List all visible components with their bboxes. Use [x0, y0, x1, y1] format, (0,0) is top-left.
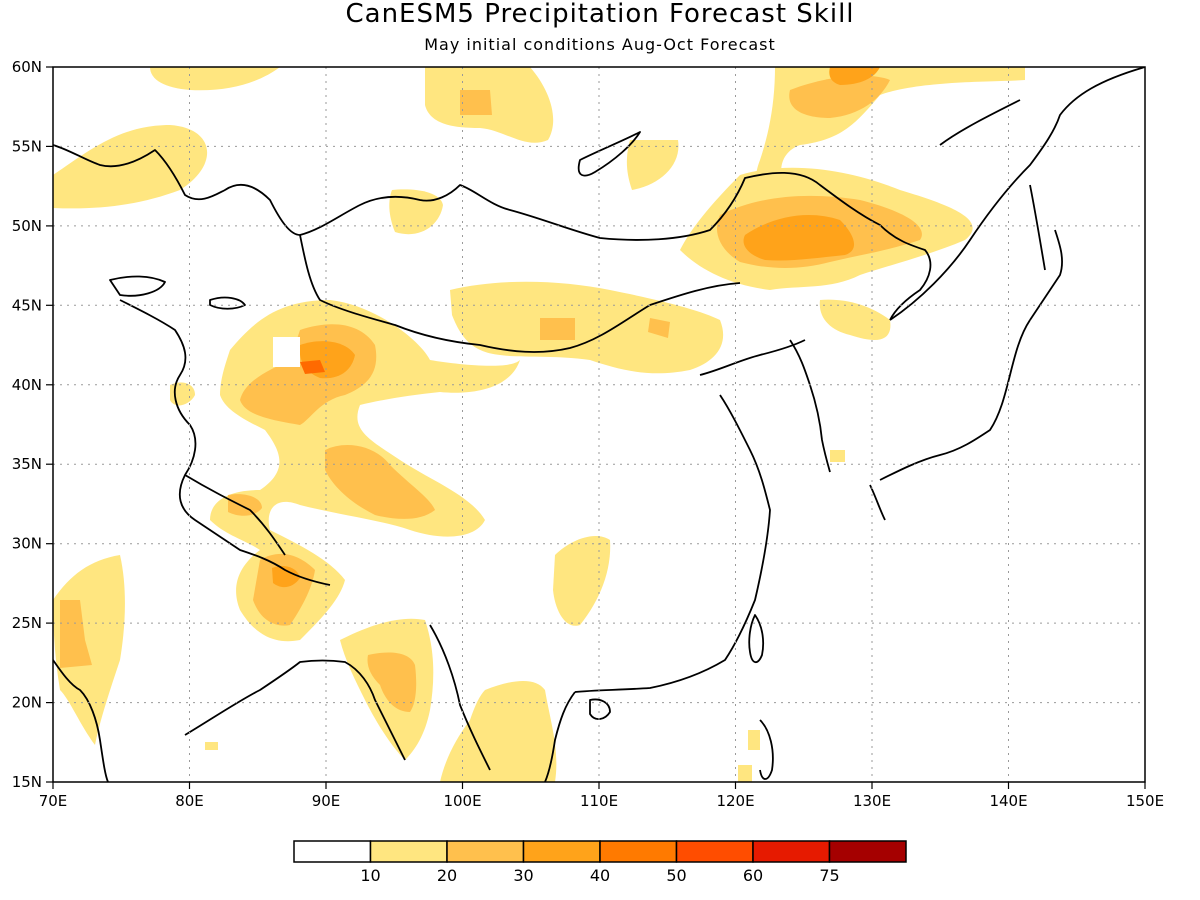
- missing-data-block: [273, 337, 300, 367]
- philippines-luzon: [759, 719, 774, 780]
- colorbar-swatch-6: [752, 840, 831, 863]
- lon-tick-label: 130E: [853, 792, 891, 810]
- myanmar-thai-border: [429, 624, 491, 771]
- caspian-aral: [109, 275, 166, 297]
- colorbar-label: 30: [513, 866, 533, 885]
- contour-manchuria-peak: [743, 215, 855, 261]
- lon-tick-label: 150E: [1126, 792, 1164, 810]
- indochina-coast: [544, 691, 576, 782]
- india-nepal-line: [184, 474, 286, 556]
- gridlines: [53, 67, 1145, 782]
- contour-north-lobe-core: [460, 90, 492, 115]
- lon-tick-label: 120E: [716, 792, 754, 810]
- japan-hokkaido: [1029, 229, 1063, 321]
- figure-subtitle: May initial conditions Aug-Oct Forecast: [424, 35, 776, 54]
- colorbar-swatch-2: [446, 840, 525, 863]
- lon-tick-label: 90E: [312, 792, 341, 810]
- contour-taiwan-east: [748, 730, 760, 750]
- kyushu: [869, 484, 886, 521]
- contour-west-siberia: [53, 125, 208, 209]
- contour-manchuria-south: [819, 299, 891, 340]
- contour-mongolia-core2: [648, 318, 670, 338]
- mongolia-china-border: [299, 234, 741, 353]
- contour-india-west-core: [60, 600, 92, 668]
- colorbar-label: 60: [743, 866, 763, 885]
- india-west-coast: [53, 659, 109, 782]
- colorbar-swatch-1: [369, 840, 448, 863]
- lat-tick-labels: 15N 20N 25N 30N 35N 40N 45N 50N 55N 60N: [12, 58, 42, 791]
- lat-tick-label: 40N: [12, 376, 42, 394]
- bay-of-bengal-coast: [184, 659, 406, 761]
- contour-myanmar-core: [367, 652, 417, 712]
- lon-tick-label: 110E: [580, 792, 618, 810]
- lon-tick-label: 70E: [39, 792, 68, 810]
- colorbar-label: 50: [666, 866, 686, 885]
- lat-tick-label: 35N: [12, 455, 42, 473]
- contour-himalaya-east: [253, 553, 315, 626]
- lon-tick-label: 140E: [989, 792, 1027, 810]
- colorbar-swatch-7: [828, 840, 907, 863]
- colorbar-swatch-5: [675, 840, 754, 863]
- contour-indochina: [440, 680, 557, 782]
- hainan: [589, 698, 611, 720]
- contour-far-north-core: [789, 75, 890, 118]
- russia-pacific-coast: [889, 67, 1145, 321]
- bohai-coast: [699, 339, 806, 376]
- lon-tick-label: 100E: [443, 792, 481, 810]
- sakhalin: [1029, 184, 1046, 271]
- contour-korea: [830, 450, 845, 462]
- axis-ticks: [46, 66, 1146, 789]
- colorbar-swatch-3: [522, 840, 601, 863]
- kamchatka-hint: [939, 99, 1021, 146]
- colorbar-swatch-0: [293, 840, 372, 863]
- lat-tick-label: 25N: [12, 614, 42, 632]
- korea-peninsula: [789, 339, 831, 473]
- coastlines-borders: [53, 67, 1145, 782]
- lat-tick-label: 55N: [12, 137, 42, 155]
- colorbar-swatch-4: [599, 840, 678, 863]
- colorbar-label: 40: [590, 866, 610, 885]
- japan-honshu: [879, 319, 1031, 481]
- baikal-shape: [577, 131, 641, 177]
- colorbar-label: 20: [437, 866, 457, 885]
- colorbar-label: 75: [819, 866, 839, 885]
- contour-tibet-core-mid: [325, 445, 435, 519]
- contour-himalaya-peak: [272, 566, 300, 588]
- lat-tick-label: 45N: [12, 296, 42, 314]
- kazakh-russia-border: [53, 144, 932, 321]
- lon-tick-label: 80E: [175, 792, 204, 810]
- map-panel: 70E 80E 90E 100E 110E 120E 130E 140E 150…: [12, 58, 1164, 810]
- lon-tick-labels: 70E 80E 90E 100E 110E 120E 130E 140E 150…: [39, 792, 1164, 810]
- colorbar: 10 20 30 40 50 60 75: [293, 840, 907, 885]
- contour-philippines: [738, 765, 752, 782]
- lat-tick-label: 60N: [12, 58, 42, 76]
- colorbar-label: 10: [360, 866, 380, 885]
- taiwan: [748, 614, 765, 664]
- lat-tick-label: 50N: [12, 217, 42, 235]
- contour-baikal-east: [626, 140, 679, 190]
- contour-tibet-max: [300, 360, 325, 374]
- lat-tick-label: 30N: [12, 535, 42, 553]
- balkhash: [209, 296, 246, 310]
- contour-level-40: [300, 360, 325, 374]
- lat-tick-label: 20N: [12, 694, 42, 712]
- contour-tibet-core-west: [228, 494, 262, 516]
- contour-level-30: [272, 67, 880, 588]
- contour-bay-west: [205, 742, 218, 750]
- contour-mongolia-core: [540, 318, 575, 340]
- figure-title: CanESM5 Precipitation Forecast Skill: [345, 0, 854, 29]
- lat-tick-label: 15N: [12, 773, 42, 791]
- contour-north-strip: [150, 67, 280, 91]
- china-east-coast: [574, 394, 771, 693]
- contour-south-china: [553, 535, 611, 626]
- contour-far-north-peak: [829, 67, 880, 85]
